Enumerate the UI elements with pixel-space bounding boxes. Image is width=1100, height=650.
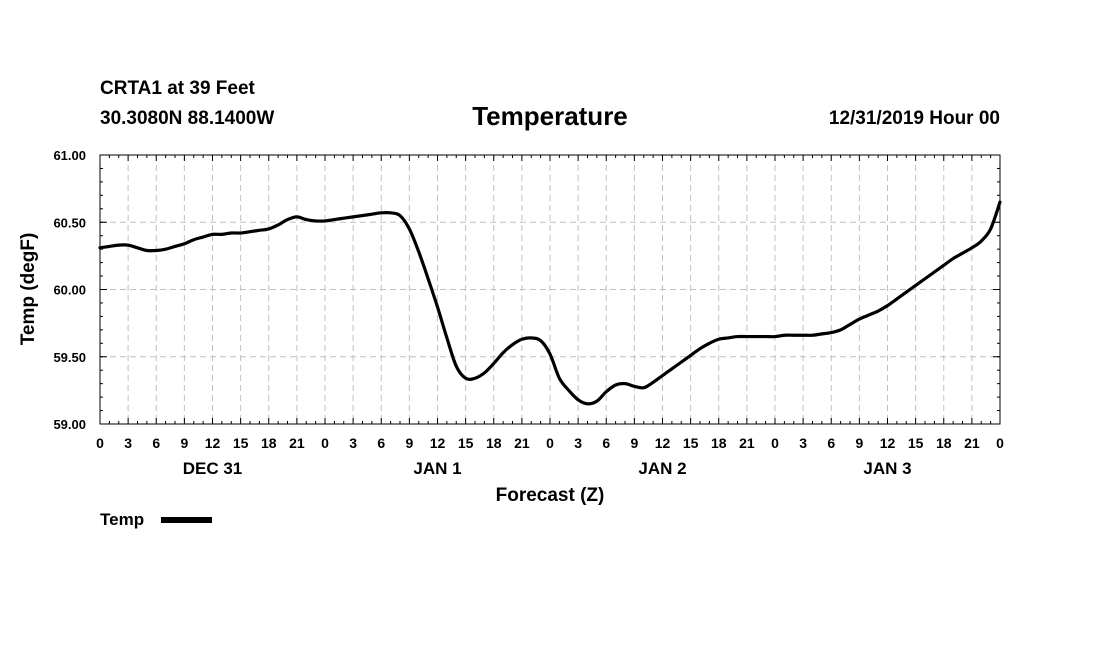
x-tick-label: 18 <box>936 435 952 451</box>
x-tick-label: 3 <box>124 435 132 451</box>
x-tick-label: 6 <box>152 435 160 451</box>
axes: 0 3 6 9 12 15 18 21 0 3 6 9 12 15 18 21 0 3 6 9 12 15 18 21 0 3 6 9… <box>53 148 1004 478</box>
x-tick-label: 9 <box>855 435 863 451</box>
x-tick-label: 12 <box>880 435 896 451</box>
y-tick-label: 60.50 <box>53 215 86 230</box>
x-tick-label: 0 <box>321 435 329 451</box>
x-tick-label: 15 <box>233 435 249 451</box>
series-line-temp <box>98 200 1002 406</box>
x-tick-label: 21 <box>739 435 755 451</box>
plot-frame <box>99 154 1001 425</box>
x-tick-label: 15 <box>458 435 474 451</box>
x-tick-label: 0 <box>96 435 104 451</box>
x-tick-label: 9 <box>630 435 638 451</box>
x-tick-label: 18 <box>711 435 727 451</box>
x-tick-label: 9 <box>180 435 188 451</box>
series-layer <box>98 200 1002 406</box>
x-tick-label: 12 <box>430 435 446 451</box>
x-tick-label: 3 <box>574 435 582 451</box>
x-tick-label: 6 <box>827 435 835 451</box>
legend-label-temp: Temp <box>100 510 144 529</box>
y-tick-label: 61.00 <box>53 148 86 163</box>
x-tick-label: 0 <box>546 435 554 451</box>
day-label: JAN 1 <box>413 459 461 478</box>
day-label: JAN 3 <box>863 459 911 478</box>
station-name: CRTA1 at 39 Feet <box>100 78 256 99</box>
grid <box>100 155 1000 424</box>
x-axis-label: Forecast (Z) <box>496 485 605 506</box>
x-tick-label: 21 <box>514 435 530 451</box>
chart-title: Temperature <box>472 101 628 131</box>
x-tick-label: 21 <box>964 435 980 451</box>
legend: Temp <box>100 510 212 529</box>
x-tick-label: 3 <box>349 435 357 451</box>
x-tick-label: 3 <box>799 435 807 451</box>
x-tick-label: 18 <box>486 435 502 451</box>
run-datetime: 12/31/2019 Hour 00 <box>829 108 1000 129</box>
y-tick-label: 60.00 <box>53 283 86 298</box>
x-tick-label: 6 <box>602 435 610 451</box>
x-tick-label: 6 <box>377 435 385 451</box>
x-tick-label: 0 <box>771 435 779 451</box>
day-label: DEC 31 <box>183 459 243 478</box>
x-tick-label: 12 <box>655 435 671 451</box>
x-tick-label: 0 <box>996 435 1004 451</box>
x-tick-label: 15 <box>683 435 699 451</box>
y-tick-label: 59.50 <box>53 350 86 365</box>
x-tick-label: 15 <box>908 435 924 451</box>
x-tick-label: 21 <box>289 435 305 451</box>
y-tick-label: 59.00 <box>53 417 86 432</box>
x-tick-label: 9 <box>405 435 413 451</box>
day-label: JAN 2 <box>638 459 686 478</box>
x-tick-label: 12 <box>205 435 221 451</box>
station-coordinates: 30.3080N 88.1400W <box>100 108 274 129</box>
y-axis-label: Temp (degF) <box>18 233 39 346</box>
x-tick-label: 18 <box>261 435 277 451</box>
